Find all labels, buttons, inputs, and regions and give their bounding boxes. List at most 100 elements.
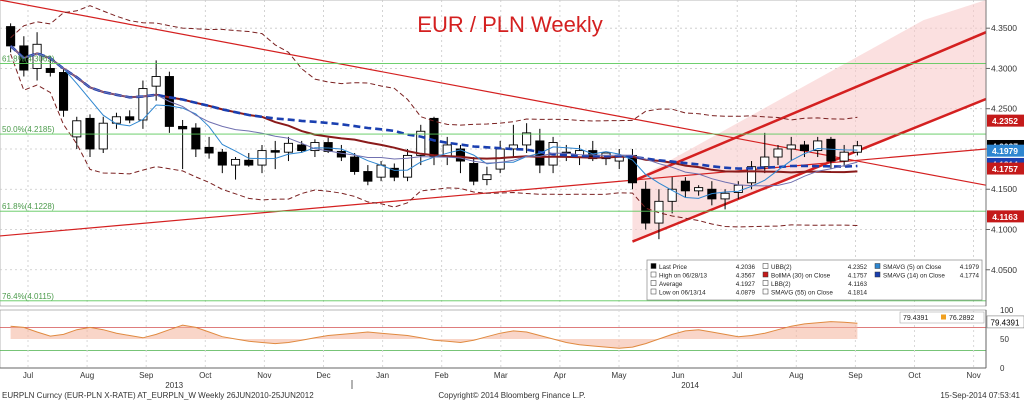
year-label: 2014 <box>681 381 699 390</box>
x-tick-label: May <box>611 371 626 380</box>
candle-body <box>469 163 479 182</box>
legend-value: 4.1757 <box>848 273 868 280</box>
legend-marker <box>650 263 657 269</box>
price-tag-label: 4.1979 <box>992 146 1018 156</box>
fib-label: 76.4%(4.0115) <box>2 292 54 301</box>
price-tag-label: 4.1163 <box>992 212 1018 222</box>
legend-marker <box>874 271 881 278</box>
candle-body <box>627 154 638 184</box>
candle-body <box>416 130 426 156</box>
candle-body <box>773 148 783 158</box>
legend-marker <box>762 263 769 269</box>
x-tick-label: Apr <box>554 371 567 380</box>
y-tick-label: 4.3000 <box>991 63 1017 73</box>
legend-label: LBB(2) <box>771 281 791 288</box>
price-tag-label: 4.1757 <box>992 164 1018 174</box>
candle-body <box>363 171 373 182</box>
x-tick-label: Jun <box>672 371 685 380</box>
y-tick-label: 4.1000 <box>991 225 1017 235</box>
legend-label: SMAVG (5) on Close <box>883 264 942 271</box>
x-tick-label: Jul <box>732 371 742 380</box>
legend-value: 4.0879 <box>736 290 756 297</box>
x-tick-label: Jan <box>376 371 389 380</box>
candle-body <box>45 67 55 73</box>
legend-marker <box>762 271 769 278</box>
candle-body <box>786 144 796 150</box>
legend-value: 4.2352 <box>848 264 868 271</box>
candle-body <box>720 192 730 200</box>
legend-value: 4.1774 <box>960 273 980 280</box>
candle-body <box>191 127 201 150</box>
candle-body <box>217 151 227 166</box>
osc-legend-marker <box>941 314 946 320</box>
legend-marker <box>874 263 881 269</box>
candle-body <box>125 116 135 121</box>
candle-body <box>336 150 346 158</box>
candle-body <box>98 122 108 150</box>
oscillator-panel: 100 50 0 79.4391 79.4391 76.2892 <box>0 306 1024 373</box>
overlays <box>9 5 858 228</box>
footer-center: Copyright© 2014 Bloomberg Finance L.P. <box>438 391 585 400</box>
candle-body <box>310 142 320 152</box>
y-tick-label: 4.2500 <box>991 104 1017 114</box>
channel-upper-line <box>631 31 986 183</box>
legend-value: 4.1163 <box>848 281 867 288</box>
candle-body <box>389 167 399 178</box>
legend-value: 4.2036 <box>736 264 756 271</box>
osc-tick-label: 100 <box>1000 306 1014 315</box>
candle-body <box>508 144 518 150</box>
legend: Last Price 4.2036 High on 06/28/13 4.3567 Av… <box>646 259 983 301</box>
candle-body <box>204 146 214 154</box>
legend-label: High on 06/28/13 <box>659 273 707 280</box>
price-tag <box>987 210 1024 223</box>
y-tick-label: 4.1500 <box>991 184 1017 194</box>
candle-body <box>257 150 267 166</box>
candle-body <box>813 140 823 152</box>
candle-body <box>270 150 280 153</box>
legend-value: 4.1927 <box>736 281 756 288</box>
legend-marker <box>650 288 657 295</box>
candle-body <box>6 26 16 47</box>
uptrend-line <box>0 148 986 237</box>
legend-marker <box>762 280 769 286</box>
candle-body <box>72 120 82 138</box>
chart-title: EUR / PLN Weekly <box>417 12 602 37</box>
candle-body <box>283 142 294 153</box>
footer-left: EURPLN Curncy (EUR-PLN X-RATE) AT_EURPLN… <box>2 391 314 400</box>
x-tick-label: Jul <box>23 371 33 380</box>
footer: EURPLN Curncy (EUR-PLN X-RATE) AT_EURPLN… <box>2 391 1021 400</box>
candle-body <box>455 148 466 162</box>
candle-body <box>138 88 148 121</box>
candle-body <box>111 116 122 124</box>
x-tick-label: Nov <box>257 371 271 380</box>
candle-body <box>852 145 862 153</box>
x-tick-label: Aug <box>789 371 803 380</box>
y-tick-label: 4.3500 <box>991 23 1017 33</box>
footer-right: 15-Sep-2014 07:53:41 <box>940 391 1020 400</box>
x-tick-label: Sep <box>139 371 154 380</box>
price-tag-label: 4.2352 <box>992 116 1018 126</box>
legend-label: Average <box>659 281 683 288</box>
lower-bollinger-band <box>10 53 858 228</box>
candle-body <box>826 138 836 162</box>
candle-body <box>297 144 307 152</box>
price-tag <box>987 144 1024 157</box>
price-tag <box>987 114 1024 127</box>
candle-body <box>230 158 241 166</box>
legend-label: UBB(2) <box>771 264 792 271</box>
legend-label: Low on 06/13/14 <box>659 290 706 297</box>
legend-box <box>646 259 983 301</box>
osc-legend-value: 79.4391 <box>903 315 928 322</box>
fib-label: 50.0%(4.2185) <box>2 125 55 134</box>
candle-body <box>760 156 770 168</box>
legend-label: SMAVG (55) on Close <box>771 290 833 297</box>
legend-label: Last Price <box>659 264 687 271</box>
legend-marker <box>650 280 657 286</box>
candle-body <box>641 188 651 224</box>
sma-14-line <box>10 45 858 187</box>
x-tick-label: Oct <box>908 371 921 380</box>
candle-body <box>58 72 69 111</box>
candle-body <box>244 159 254 166</box>
